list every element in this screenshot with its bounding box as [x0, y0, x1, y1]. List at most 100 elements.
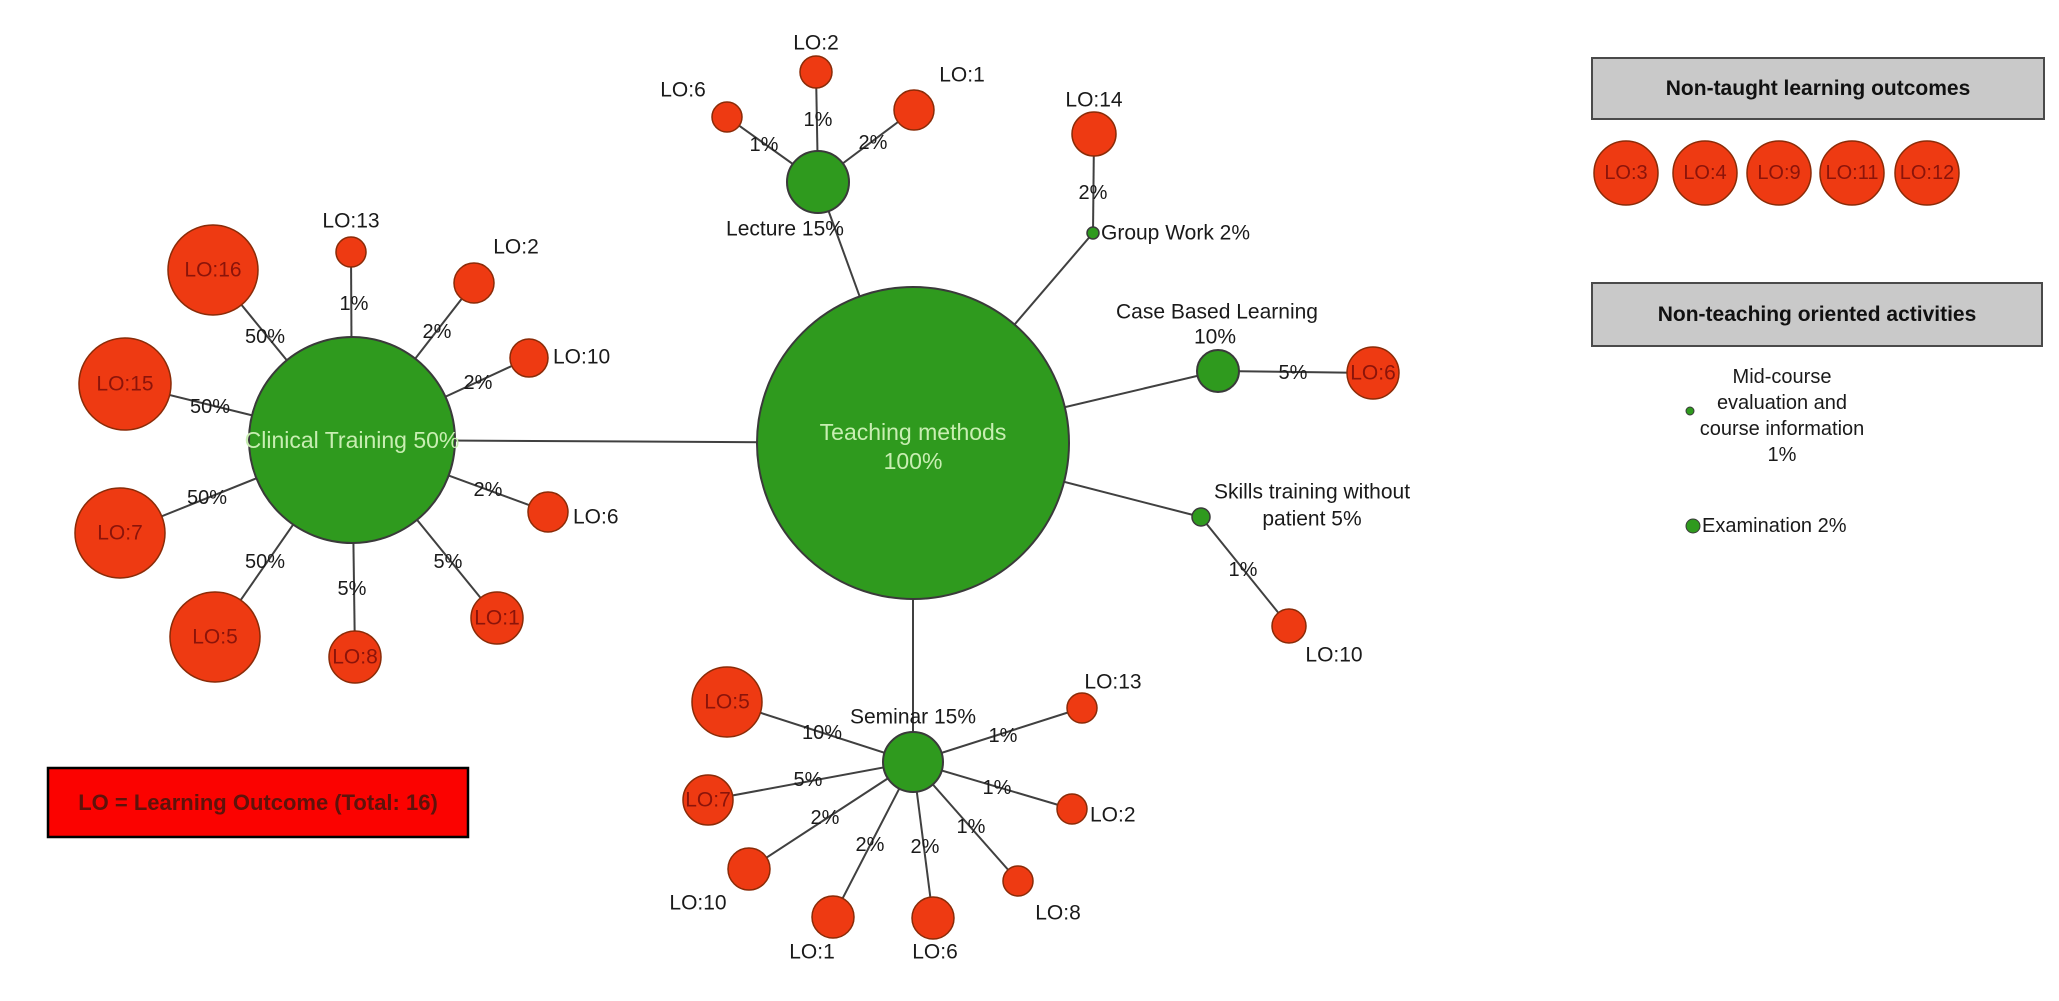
edge-percent-label-seminar-lo10: 2%	[811, 807, 840, 829]
legend-circle-label-3: LO:11	[1826, 162, 1879, 184]
hub-label-group-work-line0: Group Work 2%	[1101, 222, 1250, 245]
node-teaching-methods	[756, 286, 1070, 600]
satellite-label-clinical-training-lo8: LO:8	[332, 646, 378, 669]
satellite-label-clinical-training-lo2: LO:2	[493, 236, 539, 259]
non-teaching-panel-box	[1591, 282, 2043, 347]
satellite-clinical-training-lo10	[509, 338, 549, 378]
satellite-label-clinical-training-lo10: LO:10	[553, 346, 610, 369]
satellite-seminar-lo7	[682, 774, 734, 826]
satellite-label-clinical-training-lo6: LO:6	[573, 506, 619, 529]
satellite-skills-training-without-patient-lo10	[1271, 608, 1307, 644]
satellite-seminar-lo10	[727, 847, 771, 891]
satellite-label-clinical-training-lo1: LO:1	[474, 607, 520, 630]
satellite-label-seminar-lo5: LO:5	[704, 691, 750, 714]
satellite-label-seminar-lo13: LO:13	[1084, 671, 1141, 694]
satellite-label-seminar-lo6: LO:6	[912, 941, 958, 964]
edge-percent-label-clinical-training-lo10: 2%	[464, 372, 493, 394]
hub-label-lecture-line0: Lecture 15%	[726, 218, 844, 241]
satellite-clinical-training-lo13	[335, 236, 367, 268]
node-labels-layer: Teaching methods 100% Clinical Training 50…	[96, 32, 1410, 964]
footnote-label: LO = Learning Outcome (Total: 16)	[78, 790, 438, 815]
legend-circle-label-0: LO:3	[1604, 162, 1647, 184]
legend-circle-label-4: LO:12	[1900, 162, 1954, 184]
edge-percent-label-seminar-lo5: 10%	[802, 722, 842, 744]
edge-percent-label-clinical-training-lo16: 50%	[245, 326, 285, 348]
satellite-label-clinical-training-lo5: LO:5	[192, 626, 238, 649]
node-seminar	[882, 731, 944, 793]
satellite-seminar-lo6	[911, 896, 955, 940]
satellite-label-clinical-training-lo13: LO:13	[322, 210, 379, 233]
satellite-clinical-training-lo6	[527, 491, 569, 533]
edge-percent-label-seminar-lo13: 1%	[989, 725, 1018, 747]
satellite-label-group-work-lo14: LO:14	[1065, 89, 1123, 112]
hub-label-case-based-learning-line1: 10%	[1194, 326, 1236, 349]
edge-percent-label-group-work-lo14: 2%	[1079, 182, 1108, 204]
satellite-label-clinical-training-lo15: LO:15	[96, 373, 153, 396]
satellite-label-clinical-training-lo7: LO:7	[97, 522, 143, 545]
edge-labels-layer: 50% 1% 2% 50% 2% 2% 50% 50% 5% 5% 1% 1% 2% 2% 5% 1% 10% 5…	[187, 109, 1308, 858]
node-label-teaching-methods-line0: Teaching methods	[820, 419, 1007, 445]
edge-percent-label-seminar-lo2: 1%	[983, 777, 1012, 799]
edge-percent-label-lecture-lo6: 1%	[750, 134, 779, 156]
satellite-clinical-training-lo16	[167, 224, 259, 316]
node-label-teaching-methods-line1: 100%	[884, 448, 943, 474]
node-group-work	[1086, 226, 1100, 240]
satellite-seminar-lo1	[811, 895, 855, 939]
edge-skills-training-without-patient-lo10	[1200, 516, 1290, 627]
edge-percent-label-clinical-training-lo5: 50%	[245, 551, 285, 573]
satellite-label-seminar-lo10: LO:10	[669, 892, 726, 915]
midcourse-label-line2: course information	[1700, 418, 1865, 440]
legend-circle-lo12	[1894, 140, 1960, 206]
legend-circle-lo9	[1746, 140, 1812, 206]
legend-circle-lo3	[1593, 140, 1659, 206]
satellite-lecture-lo2	[799, 55, 833, 89]
edge-percent-label-clinical-training-lo15: 50%	[190, 396, 230, 418]
legend-circle-lo11	[1819, 140, 1885, 206]
edge-percent-label-seminar-lo1: 2%	[856, 834, 885, 856]
satellite-clinical-training-lo5	[169, 591, 261, 683]
examination-dot	[1685, 518, 1701, 534]
satellite-label-seminar-lo1: LO:1	[789, 941, 835, 964]
legend-circle-label-2: LO:9	[1757, 162, 1800, 184]
satellite-clinical-training-lo15	[78, 337, 172, 431]
edge-percent-label-seminar-lo6: 2%	[911, 836, 940, 858]
midcourse-dot	[1685, 406, 1695, 416]
satellite-clinical-training-lo1	[470, 591, 524, 645]
midcourse-label-line0: Mid-course	[1733, 366, 1832, 388]
non-taught-panel-title: Non-taught learning outcomes	[1666, 77, 1971, 100]
hub-label-skills-training-without-patient-line0: Skills training without	[1214, 481, 1410, 504]
satellite-clinical-training-lo8	[328, 630, 382, 684]
hub-label-clinical-training-line0: Clinical Training 50%	[245, 427, 460, 453]
satellite-label-lecture-lo2: LO:2	[793, 32, 839, 55]
satellite-label-skills-training-without-patient-lo10: LO:10	[1305, 644, 1362, 667]
hub-label-seminar-line0: Seminar 15%	[850, 706, 976, 729]
satellite-seminar-lo13	[1066, 692, 1098, 724]
satellite-seminar-lo5	[691, 666, 763, 738]
edge-percent-label-seminar-lo7: 5%	[794, 769, 823, 791]
edge-seminar-lo10	[748, 761, 914, 870]
edge-percent-label-clinical-training-lo2: 2%	[423, 321, 452, 343]
satellite-label-seminar-lo8: LO:8	[1035, 902, 1081, 925]
edge-percent-label-clinical-training-lo6: 2%	[474, 479, 503, 501]
satellite-label-lecture-lo1: LO:1	[939, 64, 985, 87]
satellite-seminar-lo2	[1056, 793, 1088, 825]
edge-percent-label-clinical-training-lo8: 5%	[338, 578, 367, 600]
node-skills-training-without-patient	[1191, 507, 1211, 527]
edge-percent-label-lecture-lo2: 1%	[804, 109, 833, 131]
nodes-layer	[74, 55, 1400, 940]
footnote-box	[46, 766, 470, 839]
legend-circle-lo4	[1672, 140, 1738, 206]
satellite-seminar-lo8	[1002, 865, 1034, 897]
examination-label: Examination 2%	[1702, 515, 1847, 537]
satellite-label-clinical-training-lo16: LO:16	[184, 259, 241, 282]
edge-percent-label-case-based-learning-lo6: 5%	[1279, 362, 1308, 384]
hub-label-case-based-learning-line0: Case Based Learning	[1116, 301, 1318, 324]
satellite-group-work-lo14	[1071, 111, 1117, 157]
non-teaching-panel-title: Non-teaching oriented activities	[1658, 303, 1977, 326]
edge-percent-label-clinical-training-lo7: 50%	[187, 487, 227, 509]
midcourse-label-line1: evaluation and	[1717, 392, 1847, 414]
node-clinical-training	[248, 336, 456, 544]
edge-percent-label-skills-training-without-patient-lo10: 1%	[1229, 559, 1258, 581]
